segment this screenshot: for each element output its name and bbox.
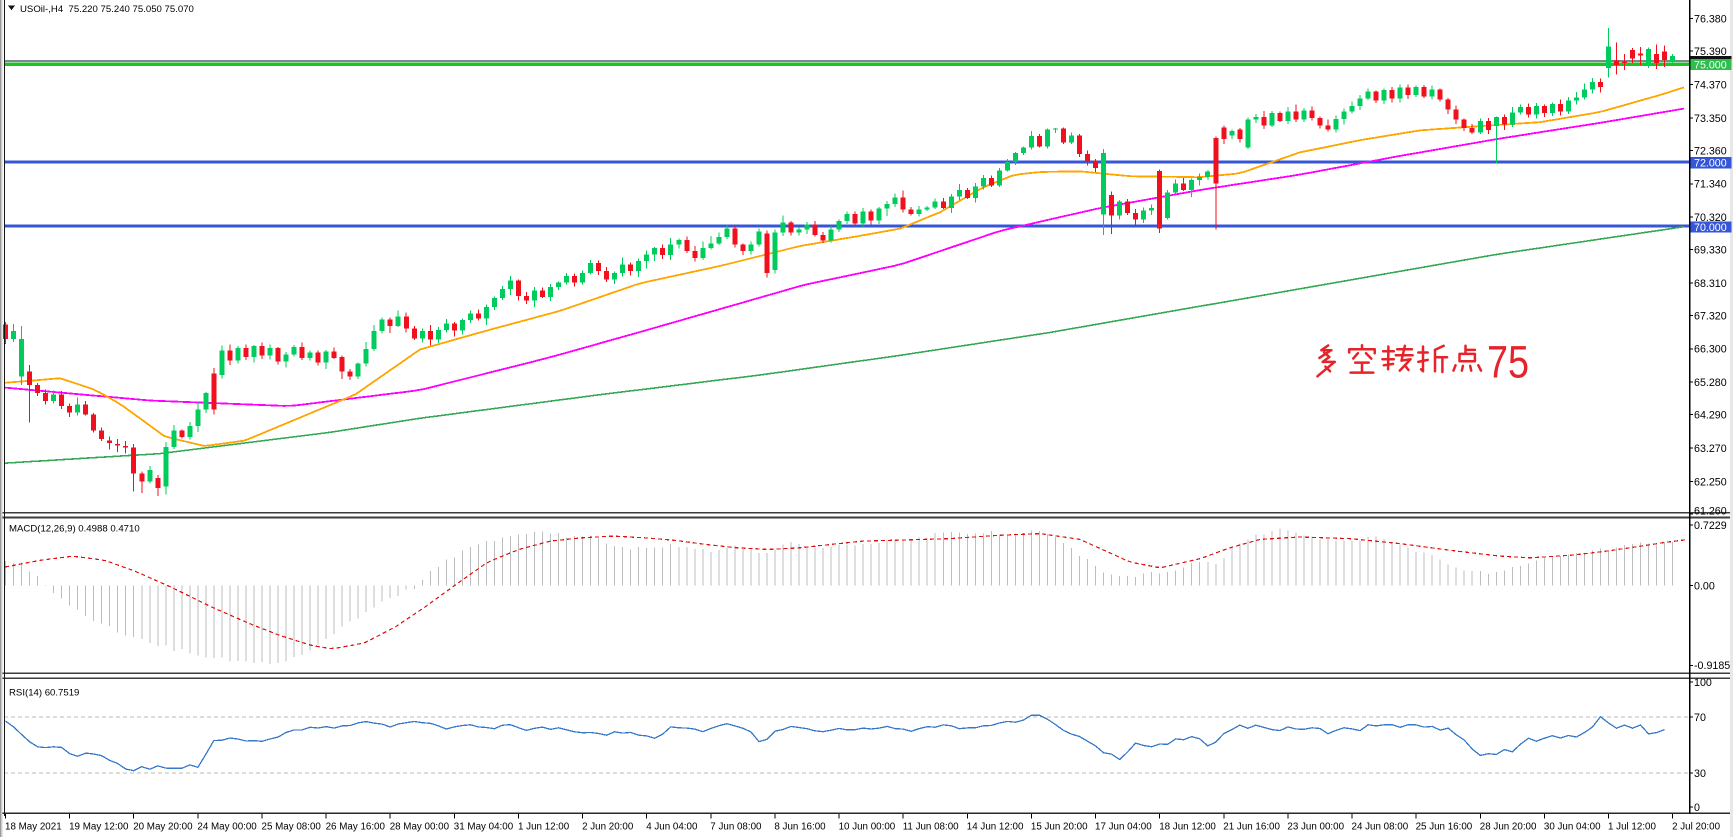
svg-text:1 Jun 12:00: 1 Jun 12:00 [518, 822, 570, 833]
svg-text:25 Jun 16:00: 25 Jun 16:00 [1416, 822, 1473, 833]
svg-text:68.310: 68.310 [1694, 278, 1727, 290]
svg-text:21 Jun 16:00: 21 Jun 16:00 [1223, 822, 1280, 833]
svg-text:70: 70 [1694, 712, 1706, 724]
svg-text:72.360: 72.360 [1694, 145, 1727, 157]
svg-text:20 May 20:00: 20 May 20:00 [133, 822, 193, 833]
svg-text:31 May 04:00: 31 May 04:00 [454, 822, 514, 833]
svg-text:MACD(12,26,9) 0.4988 0.4710: MACD(12,26,9) 0.4988 0.4710 [9, 524, 140, 535]
svg-text:70.320: 70.320 [1694, 212, 1727, 224]
svg-text:62.250: 62.250 [1694, 476, 1727, 488]
svg-text:61.260: 61.260 [1694, 505, 1727, 517]
svg-text:23 Jun 00:00: 23 Jun 00:00 [1287, 822, 1344, 833]
svg-text:73.350: 73.350 [1694, 113, 1727, 125]
svg-text:30: 30 [1694, 768, 1706, 780]
svg-text:65.280: 65.280 [1694, 377, 1727, 389]
svg-text:74.370: 74.370 [1694, 79, 1727, 91]
svg-text:2 Jun 20:00: 2 Jun 20:00 [582, 822, 634, 833]
svg-text:67.320: 67.320 [1694, 310, 1727, 322]
svg-text:30 Jun 04:00: 30 Jun 04:00 [1544, 822, 1601, 833]
svg-text:24 May 00:00: 24 May 00:00 [197, 822, 257, 833]
svg-text:RSI(14) 60.7519: RSI(14) 60.7519 [9, 688, 79, 699]
svg-text:71.340: 71.340 [1694, 179, 1727, 191]
svg-text:10 Jun 00:00: 10 Jun 00:00 [839, 822, 896, 833]
svg-text:18 Jun 12:00: 18 Jun 12:00 [1159, 822, 1216, 833]
svg-text:7 Jun 08:00: 7 Jun 08:00 [710, 822, 762, 833]
svg-text:28 Jun 20:00: 28 Jun 20:00 [1480, 822, 1537, 833]
svg-text:75.390: 75.390 [1694, 46, 1727, 58]
svg-text:76.380: 76.380 [1694, 14, 1727, 26]
svg-text:24 Jun 08:00: 24 Jun 08:00 [1352, 822, 1409, 833]
svg-text:0.7229: 0.7229 [1694, 520, 1727, 532]
svg-text:-0.9185: -0.9185 [1694, 660, 1730, 672]
svg-text:64.290: 64.290 [1694, 410, 1727, 422]
svg-text:28 May 00:00: 28 May 00:00 [390, 822, 450, 833]
svg-text:USOil-,H4 75.220 75.240 75.05: USOil-,H4 75.220 75.240 75.050 75.070 [20, 4, 194, 15]
svg-text:72.000: 72.000 [1694, 158, 1727, 170]
svg-text:8 Jun 16:00: 8 Jun 16:00 [774, 822, 826, 833]
svg-text:0: 0 [1694, 802, 1700, 814]
svg-text:63.270: 63.270 [1694, 443, 1727, 455]
svg-text:66.300: 66.300 [1694, 344, 1727, 356]
svg-text:26 May 16:00: 26 May 16:00 [326, 822, 386, 833]
svg-text:75.000: 75.000 [1694, 59, 1727, 71]
svg-text:2 Jul 20:00: 2 Jul 20:00 [1672, 822, 1720, 833]
svg-text:11 Jun 08:00: 11 Jun 08:00 [903, 822, 959, 833]
svg-text:4 Jun 04:00: 4 Jun 04:00 [646, 822, 698, 833]
svg-text:100: 100 [1694, 677, 1712, 689]
svg-text:1 Jul 12:00: 1 Jul 12:00 [1608, 822, 1656, 833]
svg-text:17 Jun 04:00: 17 Jun 04:00 [1095, 822, 1152, 833]
svg-text:69.330: 69.330 [1694, 245, 1727, 257]
svg-text:70.000: 70.000 [1694, 222, 1727, 234]
svg-text:75: 75 [1487, 337, 1529, 388]
svg-text:18 May 2021: 18 May 2021 [5, 822, 62, 833]
svg-text:0.00: 0.00 [1694, 580, 1715, 592]
svg-text:19 May 12:00: 19 May 12:00 [69, 822, 129, 833]
svg-text:14 Jun 12:00: 14 Jun 12:00 [967, 822, 1024, 833]
svg-text:15 Jun 20:00: 15 Jun 20:00 [1031, 822, 1088, 833]
svg-text:25 May 08:00: 25 May 08:00 [262, 822, 322, 833]
